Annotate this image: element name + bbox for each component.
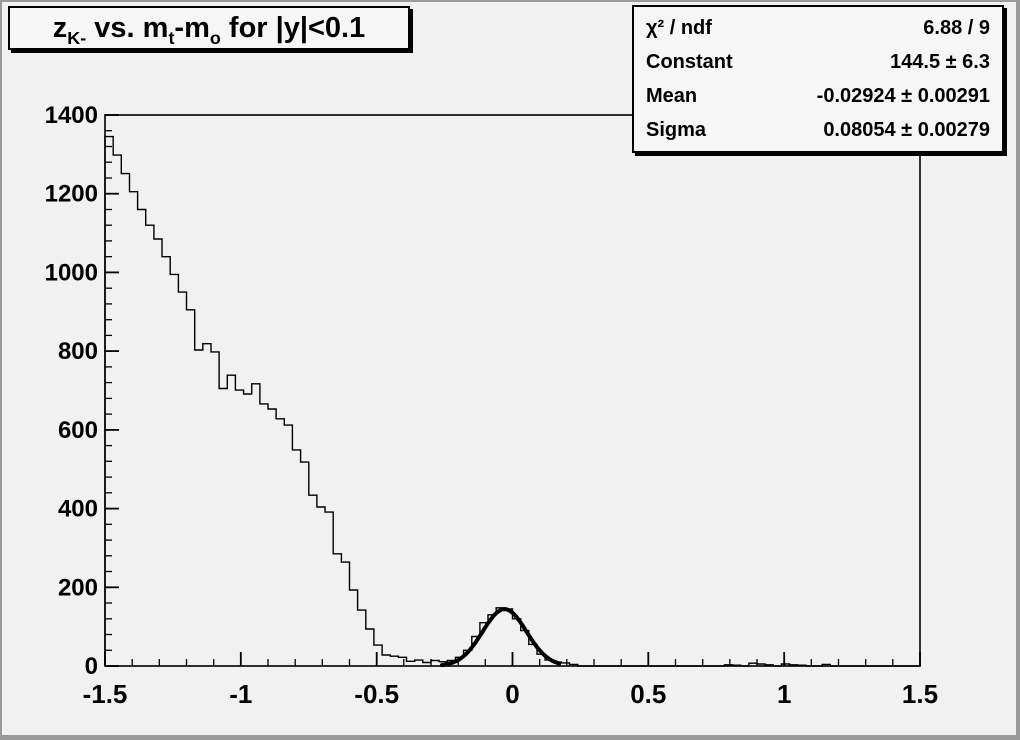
stat-value: 0.08054 ± 0.00279 xyxy=(823,119,990,141)
x-tick-label: 1.5 xyxy=(902,679,938,709)
y-tick-label: 600 xyxy=(58,417,98,444)
stat-label: Sigma xyxy=(646,119,707,141)
stat-row-mean: Mean -0.02924 ± 0.00291 xyxy=(634,86,1002,106)
plot-title: zK- vs. mt-mo for |y|<0.1 xyxy=(52,11,366,48)
y-tick-label: 800 xyxy=(58,338,98,365)
stat-row-constant: Constant 144.5 ± 6.3 xyxy=(634,52,1002,72)
y-tick-label: 1200 xyxy=(45,181,98,208)
x-tick-label: 0 xyxy=(505,679,519,709)
stat-row-chi2: χ² / ndf 6.88 / 9 xyxy=(634,18,1002,38)
stat-value: 6.88 / 9 xyxy=(923,17,990,39)
y-tick-label: 200 xyxy=(58,574,98,601)
x-tick-label: 0.5 xyxy=(630,679,666,709)
histogram-step-line xyxy=(104,135,920,667)
y-tick-label: 1400 xyxy=(45,102,98,129)
x-tick-label: 1 xyxy=(777,679,791,709)
plot-frame xyxy=(104,114,921,667)
stat-row-sigma: Sigma 0.08054 ± 0.00279 xyxy=(634,120,1002,140)
stat-label: χ² / ndf xyxy=(646,17,712,39)
x-tick-label: -1 xyxy=(229,679,252,709)
y-tick-label: 400 xyxy=(58,496,98,523)
fit-stats-box: χ² / ndf 6.88 / 9 Constant 144.5 ± 6.3 M… xyxy=(632,5,1004,153)
x-tick-label: -0.5 xyxy=(354,679,399,709)
stat-label: Mean xyxy=(646,85,698,107)
y-tick-label: 1000 xyxy=(45,259,98,286)
stat-value: -0.02924 ± 0.00291 xyxy=(816,85,990,107)
stat-value: 144.5 ± 6.3 xyxy=(890,51,990,73)
y-tick-label: 0 xyxy=(85,653,98,680)
plot-title-box: zK- vs. mt-mo for |y|<0.1 xyxy=(8,6,410,50)
stat-label: Constant xyxy=(646,51,733,73)
gaussian-fit-curve xyxy=(439,607,562,668)
x-tick-label: -1.5 xyxy=(83,679,128,709)
